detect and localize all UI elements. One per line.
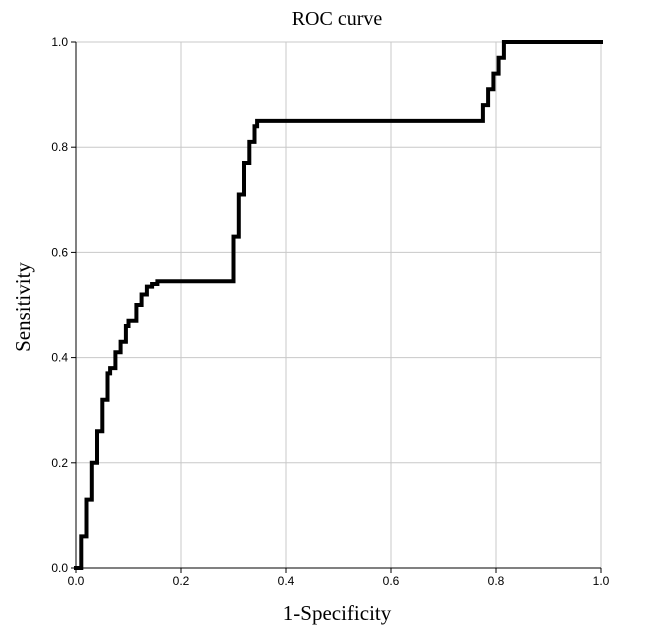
y-tick-label: 0.2 [51, 456, 68, 470]
axes [71, 41, 602, 573]
x-tick-label: 0.8 [488, 574, 505, 588]
y-tick-label: 0.6 [51, 245, 68, 259]
x-tick-label: 1.0 [593, 574, 610, 588]
y-tick-label: 1.0 [51, 35, 68, 49]
y-axis-label: Sensitivity [11, 262, 35, 352]
y-tick-label: 0.4 [51, 351, 68, 365]
chart-title: ROC curve [292, 8, 383, 30]
x-tick-label: 0.4 [278, 574, 295, 588]
x-tick-label: 0.0 [68, 574, 85, 588]
roc-series-line [74, 40, 603, 570]
x-tick-label: 0.2 [173, 574, 190, 588]
y-tick-label: 0.0 [51, 561, 68, 575]
x-tick-label: 0.6 [383, 574, 400, 588]
x-axis-label: 1-Specificity [283, 601, 392, 625]
y-tick-label: 0.8 [51, 140, 68, 154]
tick-labels: 0.0 0.2 0.4 0.6 0.8 1.0 0.0 0.2 0.4 0.6 0.8 1.0 [51, 35, 609, 588]
